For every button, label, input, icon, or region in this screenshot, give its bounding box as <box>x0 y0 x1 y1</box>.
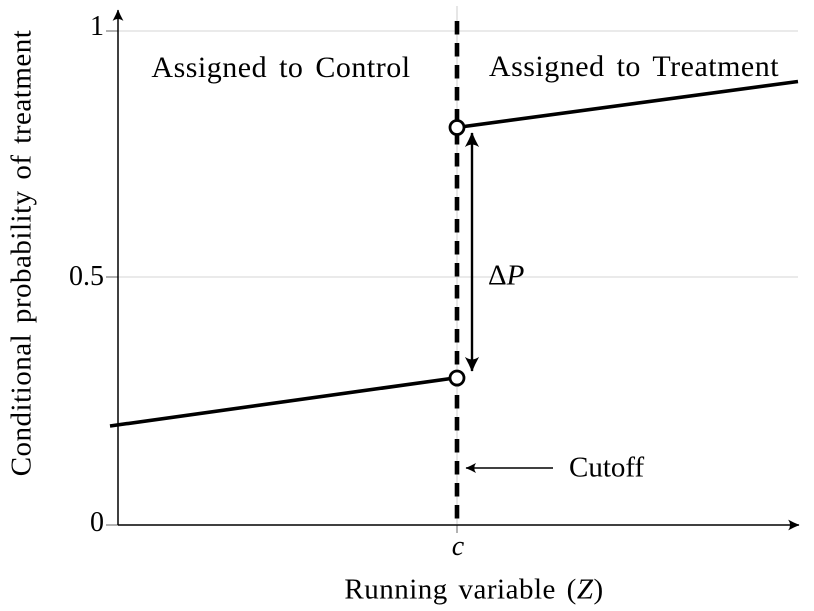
cutoff-label: Cutoff <box>569 451 645 484</box>
x-axis-title-variable: Z <box>576 573 594 606</box>
y-tick-label-1: 1 <box>90 11 104 42</box>
y-tick-label-05: 0.5 <box>69 261 104 292</box>
x-axis-title: Running variable (Z) <box>344 573 604 606</box>
y-tick-label-0: 0 <box>90 507 104 538</box>
delta-symbol: Δ <box>488 259 507 292</box>
delta-p-variable: P <box>506 259 525 292</box>
x-axis-title-suffix: ) <box>593 573 604 606</box>
region-label-control: Assigned to Control <box>151 51 411 84</box>
open-circle-treatment-limit <box>448 119 466 136</box>
x-axis-title-prefix: Running variable ( <box>344 573 577 606</box>
delta-p-label: ΔP <box>488 259 525 292</box>
y-axis-title: Conditional probability of treatment <box>5 29 38 477</box>
control-line <box>109 376 452 428</box>
region-label-treatment: Assigned to Treatment <box>488 50 780 83</box>
treatment-line <box>463 79 799 129</box>
open-circle-control-limit <box>448 369 466 387</box>
cutoff-tick-label: c <box>451 531 465 562</box>
